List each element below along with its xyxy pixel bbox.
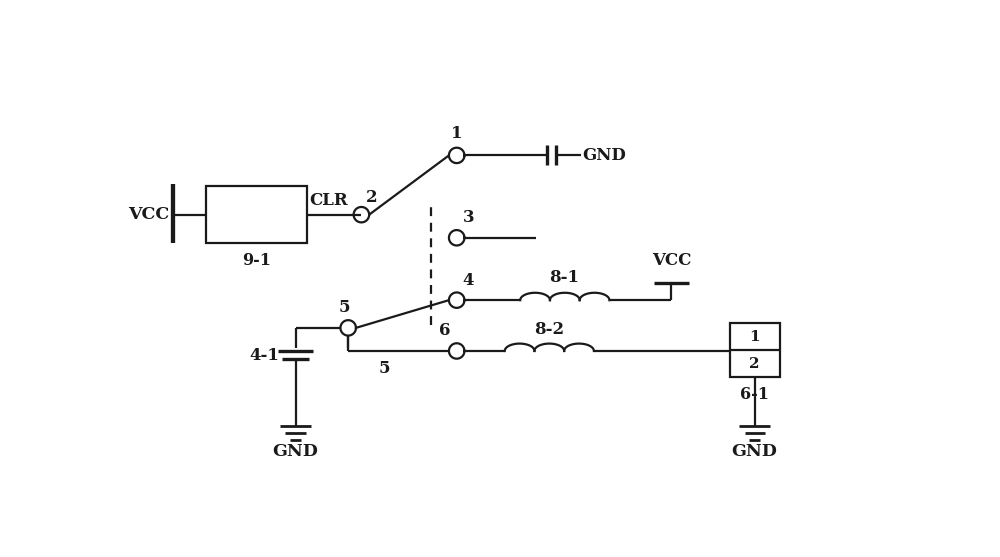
Text: 6-1: 6-1 — [740, 385, 769, 403]
Text: 4: 4 — [463, 272, 474, 289]
Text: GND: GND — [273, 443, 318, 460]
Text: 1: 1 — [451, 125, 462, 143]
Text: 9-1: 9-1 — [242, 252, 271, 268]
Text: 5: 5 — [339, 299, 350, 316]
Text: 1: 1 — [749, 330, 760, 344]
Text: GND: GND — [582, 147, 626, 164]
FancyBboxPatch shape — [206, 186, 307, 243]
Text: VCC: VCC — [128, 206, 169, 223]
Text: 8-2: 8-2 — [534, 321, 564, 338]
Text: 6: 6 — [439, 323, 451, 339]
Text: CLR: CLR — [310, 192, 348, 208]
Text: 3: 3 — [463, 209, 474, 226]
Text: 2: 2 — [749, 356, 760, 370]
Text: 8-1: 8-1 — [549, 268, 579, 286]
Text: 4-1: 4-1 — [250, 347, 279, 364]
Text: 5: 5 — [379, 360, 390, 377]
Text: 2: 2 — [366, 189, 377, 206]
Text: VCC: VCC — [652, 252, 691, 268]
Text: GND: GND — [732, 443, 778, 460]
FancyBboxPatch shape — [730, 323, 780, 377]
